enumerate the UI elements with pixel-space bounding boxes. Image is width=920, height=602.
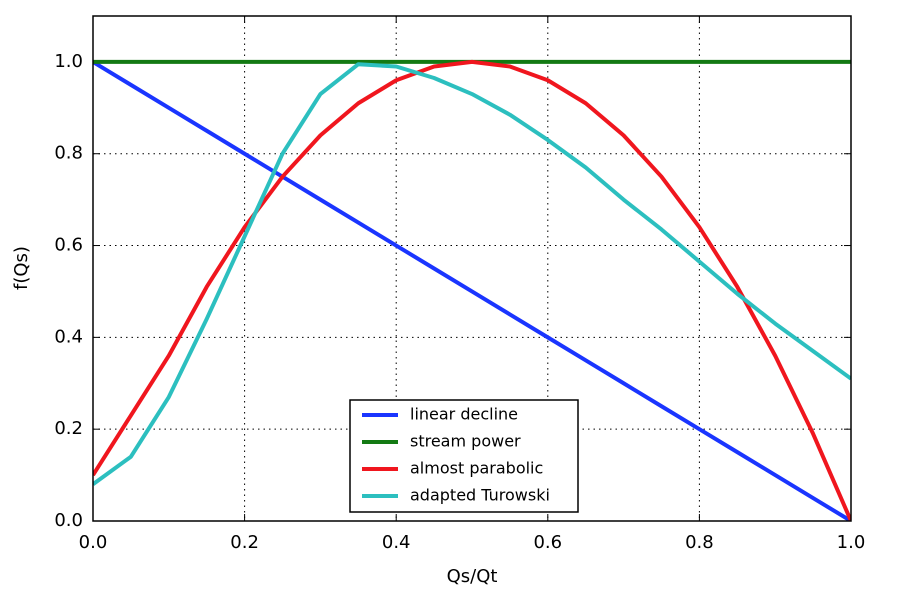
y-tick-label: 0.0: [54, 510, 83, 531]
plot-frame: [92, 15, 852, 522]
y-tick-label: 1.0: [54, 51, 83, 72]
legend-box: [349, 399, 579, 513]
series-line: [93, 62, 851, 486]
legend-label: almost parabolic: [410, 459, 543, 478]
x-tick-label: 0.0: [79, 532, 108, 553]
y-axis-label: f(Qs): [11, 246, 32, 290]
legend-label: linear decline: [410, 405, 518, 424]
x-tick-label: 0.2: [230, 532, 259, 553]
x-tick-label: 0.8: [685, 532, 714, 553]
legend-label: stream power: [410, 432, 521, 451]
x-tick-label: 0.4: [382, 532, 411, 553]
legend-label: adapted Turowski: [410, 486, 550, 505]
x-axis-label: Qs/Qt: [447, 566, 498, 587]
series-line: [93, 60, 851, 521]
y-tick-label: 0.4: [54, 326, 83, 347]
x-tick-label: 0.6: [533, 532, 562, 553]
series-line: [93, 59, 851, 521]
x-tick-label: 1.0: [837, 532, 866, 553]
y-tick-label: 0.6: [54, 235, 83, 256]
y-tick-label: 0.2: [54, 418, 83, 439]
y-tick-label: 0.8: [54, 143, 83, 164]
